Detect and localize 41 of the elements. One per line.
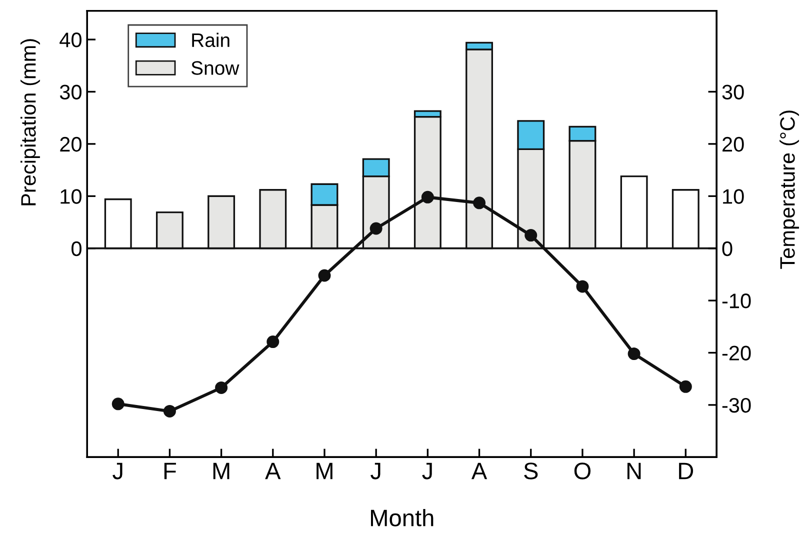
y-tick-label: 40 [60,32,82,48]
point [679,380,692,393]
point [524,229,538,242]
x-axis-title: Month [371,509,434,526]
point [112,398,124,410]
point [163,404,176,418]
x-tick-label: A [265,462,281,480]
point [370,222,382,235]
x-tick-label: O [574,462,591,480]
x-tick-label: N [627,462,641,480]
point [266,336,280,348]
y2-tick-label: -10 [722,294,751,308]
x-tick-label: J [370,462,380,480]
y-tick-label: 10 [60,189,82,204]
y-axis-title: Precipitation (mm) [20,39,40,206]
y-tick-label: 20 [60,136,82,152]
point [473,196,486,210]
y2-tick-label: -30 [722,398,751,413]
point [576,280,589,293]
point [215,381,228,394]
legend-label: Rain [192,32,230,48]
y-tick-label: 0 [72,241,82,256]
x-tick-label: M [316,462,332,480]
x-tick-label: J [422,462,432,480]
legend-label: Snow [191,61,240,75]
x-tick-label: D [679,462,694,480]
y2-tick-label: -20 [722,346,751,360]
x-tick-label: M [213,462,230,480]
y2-tick-label: 0 [722,241,732,256]
point [421,190,434,204]
x-tick-label: S [524,462,538,480]
point [318,269,331,282]
y2-tick-label: 30 [722,84,744,100]
point [628,348,640,360]
x-tick-label: J [112,462,122,480]
y-tick-label: 30 [60,84,82,100]
y2-tick-label: 10 [723,189,744,204]
x-tick-label: F [164,462,176,480]
y2-axis-title: Temperature (°C) [780,110,799,269]
y2-tick-label: 20 [722,136,744,152]
x-tick-label: A [471,462,488,480]
